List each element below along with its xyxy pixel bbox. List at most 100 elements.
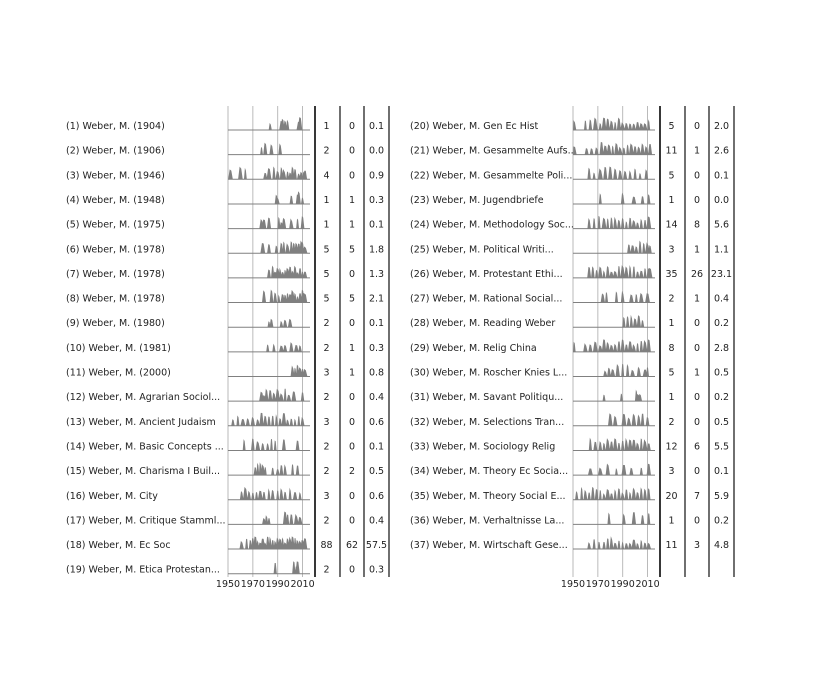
score-column-3: 0.5 [714,368,729,379]
score-column-3: 57.5 [366,540,387,551]
sparkline-area [573,290,655,303]
row-label: (36) Weber, M. Verhaltnisse La... [410,515,564,526]
sparkline-area [573,166,655,180]
count-column-2: 0 [349,318,355,329]
sparkline-area [228,240,310,254]
count-column-1: 2 [323,392,329,403]
count-column-2: 1 [349,368,355,379]
row-label: (32) Weber, M. Selections Tran... [410,417,564,428]
count-column-2: 0 [349,121,355,132]
count-column-2: 7 [694,491,700,502]
count-column-2: 0 [349,441,355,452]
score-column-3: 0.4 [714,294,729,305]
count-column-1: 2 [323,565,329,576]
score-column-3: 0.3 [369,343,384,354]
count-column-2: 8 [694,220,700,231]
count-column-2: 1 [349,195,355,206]
score-column-3: 0.3 [369,195,384,206]
score-column-3: 0.2 [714,515,729,526]
sparkline-area [573,265,655,278]
count-column-1: 2 [323,466,329,477]
sparkline-area [573,486,655,500]
row-label: (34) Weber, M. Theory Ec Socia... [410,466,568,477]
score-column-3: 1.1 [714,244,729,255]
count-column-1: 1 [668,515,674,526]
sparkline-area [573,389,655,402]
sparkline-area [573,117,655,130]
row-label: (6) Weber, M. (1978) [66,244,165,255]
right-panel: 1950 1970 1990 2010(20) Weber, M. Gen Ec Hi… [410,106,735,590]
row-label: (13) Weber, M. Ancient Judaism [66,417,216,428]
x-tick-label: 1970 [241,579,265,590]
x-tick-label: 1990 [266,579,290,590]
x-tick-label: 1990 [611,579,635,590]
x-tick-label: 1970 [586,579,610,590]
count-column-2: 2 [349,466,355,477]
count-column-1: 35 [665,269,677,280]
x-tick-label: 2010 [290,579,314,590]
count-column-1: 12 [665,441,677,452]
count-column-1: 2 [668,417,674,428]
score-column-3: 0.6 [369,491,384,502]
count-column-1: 88 [320,540,332,551]
sparkline-area [228,412,310,426]
sparkline-area [573,536,655,550]
count-column-2: 0 [349,417,355,428]
sparkline-area [573,437,655,451]
count-column-1: 5 [323,244,329,255]
count-column-1: 2 [668,294,674,305]
score-column-3: 0.1 [369,318,384,329]
count-column-1: 5 [323,269,329,280]
row-label: (4) Weber, M. (1948) [66,195,165,206]
count-column-1: 2 [323,343,329,354]
sparkline-area [573,512,655,525]
count-column-1: 11 [665,540,677,551]
row-label: (28) Weber, M. Reading Weber [410,318,555,329]
sparkline-area [573,314,655,328]
row-label: (30) Weber, M. Roscher Knies L... [410,368,567,379]
score-column-3: 0.1 [714,170,729,181]
count-column-2: 0 [694,121,700,132]
row-label: (20) Weber, M. Gen Ec Hist [410,121,538,132]
count-column-1: 3 [323,491,329,502]
count-column-2: 0 [349,515,355,526]
sparkline-area [228,342,310,352]
row-label: (15) Weber, M. Charisma I Buil... [66,466,220,477]
x-tick-label: 2010 [635,579,659,590]
count-column-1: 2 [323,515,329,526]
score-column-3: 0.8 [369,368,384,379]
count-column-1: 8 [668,343,674,354]
row-label: (9) Weber, M. (1980) [66,318,165,329]
score-column-3: 4.8 [714,540,729,551]
sparkline-area [573,363,655,377]
score-column-3: 1.3 [369,269,384,280]
sparkline-area [228,536,310,550]
score-column-3: 2.6 [714,146,729,157]
count-column-2: 0 [694,195,700,206]
sparkline-area [228,216,310,229]
count-column-2: 5 [349,244,355,255]
count-column-2: 0 [694,318,700,329]
sparkline-area [228,318,310,328]
count-column-1: 3 [323,368,329,379]
row-label: (25) Weber, M. Political Writi... [410,244,554,255]
score-column-3: 0.1 [714,466,729,477]
count-column-2: 5 [349,294,355,305]
count-column-1: 4 [323,170,329,181]
count-column-1: 5 [668,368,674,379]
count-column-2: 1 [694,368,700,379]
sparkline-area [573,413,655,426]
count-column-1: 5 [668,121,674,132]
score-column-3: 0.2 [714,392,729,403]
count-column-2: 1 [694,146,700,157]
count-column-2: 6 [694,441,700,452]
row-label: (26) Weber, M. Protestant Ethi... [410,269,563,280]
sparkline-area [573,240,655,254]
count-column-2: 0 [694,417,700,428]
count-column-1: 3 [668,466,674,477]
score-column-3: 0.1 [369,220,384,231]
count-column-2: 0 [349,170,355,181]
row-label: (24) Weber, M. Methodology Soc... [410,220,574,231]
score-column-3: 0.6 [369,417,384,428]
score-column-3: 2.1 [369,294,384,305]
